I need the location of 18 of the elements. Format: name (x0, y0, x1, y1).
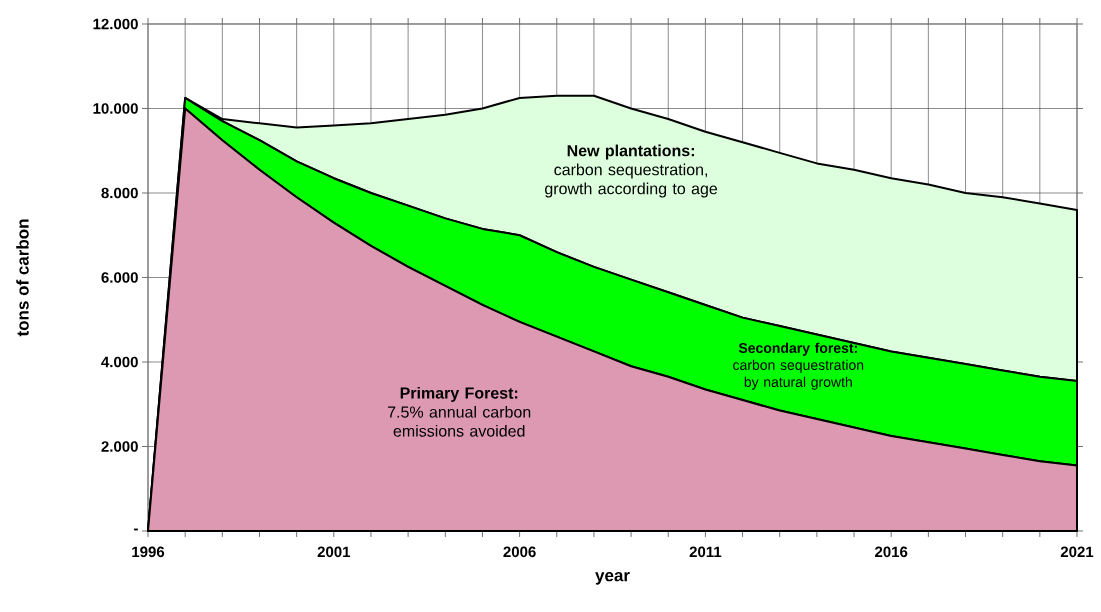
x-tick-label: 2001 (317, 546, 351, 558)
annotation: Secondary forest: carbon sequestration by natural growth (733, 342, 864, 390)
y-tick-label: 4.000 (101, 356, 138, 368)
x-tick-label: 2021 (1060, 546, 1094, 558)
x-tick-label: 2011 (689, 546, 722, 558)
y-tick-label: 10.000 (93, 103, 138, 114)
annotation: Primary Forest: 7.5% annual carbon emissions avoided (387, 386, 531, 437)
y-axis-title: tons of carbon (16, 219, 29, 337)
y-tick-label: 6.000 (101, 272, 138, 283)
x-tick-label: 2016 (875, 546, 908, 558)
annotation: New plantations: carbon sequestration, growth according to age (545, 144, 718, 198)
y-tick-label: - (134, 528, 138, 531)
y-tick-label: 12.000 (93, 18, 138, 30)
x-axis-title: year (595, 572, 630, 585)
y-tick-label: 2.000 (101, 441, 138, 452)
y-tick-label: 8.000 (101, 187, 138, 199)
x-tick-label: 2006 (503, 546, 536, 558)
x-tick-label: 1996 (132, 546, 165, 558)
